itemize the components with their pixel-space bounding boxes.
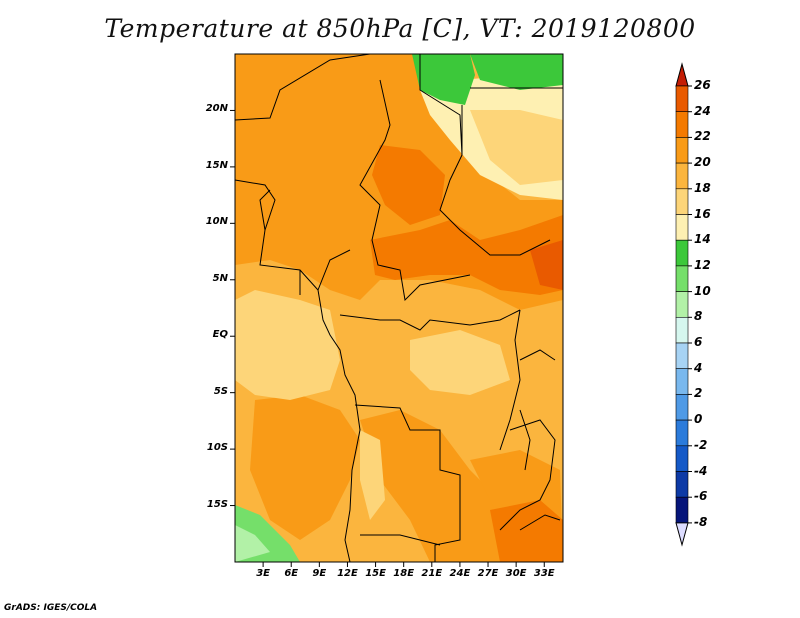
coastline-west — [235, 179, 361, 562]
border-zambia — [499, 419, 556, 531]
lon-tick-label: 21E — [421, 568, 443, 579]
chart-title: Temperature at 850hPa [C], VT: 201912080… — [104, 14, 696, 43]
colorbar-label: 8 — [694, 309, 703, 324]
map-frame — [234, 53, 564, 563]
lake-tanganyika — [519, 409, 531, 471]
border-sudan — [419, 54, 551, 256]
field-southwest-20-22 — [250, 395, 360, 540]
colorbar — [675, 62, 692, 547]
colorbar-label: 4 — [694, 360, 703, 375]
colorbar-label: -4 — [694, 463, 708, 478]
colorbar-label: -8 — [694, 514, 708, 529]
colorbar-top-arrow — [675, 62, 689, 87]
lat-tick-label: 10S — [206, 442, 228, 454]
colorbar-swatch — [675, 471, 689, 498]
colorbar-swatch — [675, 342, 689, 370]
colorbar-swatch — [675, 419, 689, 447]
border-namibia — [360, 534, 441, 546]
lat-tick-label: 5S — [213, 385, 228, 397]
lon-tick-label: 33E — [533, 568, 555, 579]
grads-credit: GrADS: IGES/COLA — [4, 603, 98, 613]
border-drc-east — [499, 309, 521, 451]
colorbar-label: 26 — [694, 78, 711, 92]
colorbar-swatch — [675, 291, 689, 318]
lon-tick-label: 24E — [449, 568, 471, 579]
colorbar-swatch — [675, 188, 689, 215]
colorbar-label: 22 — [694, 129, 711, 144]
lon-tick-label: 15E — [365, 568, 386, 579]
colorbar-swatch — [675, 265, 689, 292]
latitude-ticks — [230, 109, 235, 507]
field-southatlantic-8-10 — [235, 525, 270, 562]
lat-tick-label: EQ — [212, 329, 228, 341]
lat-tick-label: 15S — [206, 498, 228, 510]
border-niger-chad — [359, 79, 471, 302]
colorbar-swatch — [675, 445, 689, 472]
lon-tick-label: 9E — [312, 568, 327, 579]
lon-tick-label: 18E — [393, 568, 415, 579]
colorbar-swatch — [675, 368, 689, 395]
colorbar-label: 6 — [694, 335, 703, 349]
field-chad-22-24 — [372, 145, 445, 225]
colorbar-swatch — [675, 394, 689, 421]
field-northeast-16-18 — [470, 110, 563, 185]
field-south-20-22 — [360, 410, 520, 562]
border-mali — [235, 54, 371, 121]
lake-kariba — [519, 514, 561, 531]
lon-tick-label: 30E — [505, 568, 527, 579]
lat-tick-label: 5N — [212, 272, 228, 284]
longitude-ticks — [262, 562, 545, 567]
colorbar-label: 20 — [694, 155, 711, 170]
field-angola-16-18 — [360, 430, 385, 520]
colorbar-label: 12 — [694, 257, 711, 272]
field-band-22-24 — [370, 215, 563, 295]
lon-tick-label: 6E — [284, 568, 299, 579]
colorbar-label: -6 — [694, 489, 708, 504]
colorbar-swatch — [675, 111, 689, 138]
field-libya-12-14 — [412, 54, 475, 105]
border-benin — [259, 189, 271, 231]
colorbar-label: 2 — [694, 386, 703, 401]
colorbar-swatch — [675, 162, 689, 190]
temperature-field — [235, 54, 563, 562]
colorbar-label: -2 — [694, 437, 708, 452]
field-basin-16-18 — [410, 330, 510, 395]
field-east-24-26 — [530, 240, 563, 290]
lon-tick-label: 27E — [477, 568, 499, 579]
border-car-drc — [339, 309, 521, 331]
field-egypt-12-14 — [470, 54, 563, 90]
field-coast-16-18 — [235, 290, 340, 400]
colorbar-swatch — [675, 496, 689, 524]
colorbar-swatch — [675, 137, 689, 164]
colorbar-swatch — [675, 316, 689, 344]
lon-tick-label: 3E — [256, 568, 270, 579]
colorbar-swatch — [675, 214, 689, 241]
lat-tick-label: 15N — [205, 159, 228, 171]
lake-victoria — [519, 349, 556, 361]
colorbar-label: 16 — [694, 206, 711, 221]
colorbar-label: 14 — [694, 232, 711, 247]
colorbar-swatch — [675, 85, 689, 113]
border-angola — [354, 404, 461, 562]
colorbar-label: 10 — [694, 283, 711, 298]
lat-tick-label: 20N — [205, 103, 228, 115]
colorbar-label: 18 — [694, 180, 711, 195]
colorbar-swatch — [675, 239, 689, 267]
colorbar-label: 24 — [694, 103, 711, 118]
colorbar-bottom-arrow — [675, 522, 689, 547]
border-nigeria — [299, 249, 351, 295]
lat-tick-label: 10N — [205, 216, 228, 228]
lon-tick-label: 12E — [337, 568, 358, 579]
colorbar-label: 0 — [694, 412, 703, 427]
political-borders — [235, 54, 563, 562]
